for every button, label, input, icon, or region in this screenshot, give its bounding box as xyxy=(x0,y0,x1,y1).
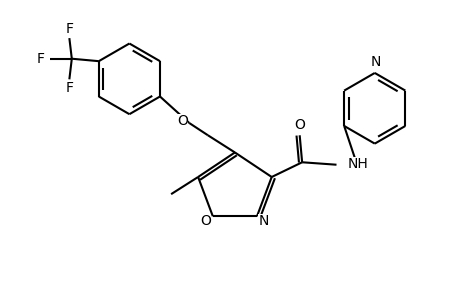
Text: N: N xyxy=(370,55,380,69)
Text: F: F xyxy=(65,22,73,36)
Text: N: N xyxy=(257,214,268,228)
Text: F: F xyxy=(65,81,73,95)
Text: O: O xyxy=(200,214,210,228)
Text: O: O xyxy=(177,114,188,128)
Text: NH: NH xyxy=(347,157,367,171)
Text: O: O xyxy=(294,118,304,133)
Text: F: F xyxy=(37,52,45,66)
